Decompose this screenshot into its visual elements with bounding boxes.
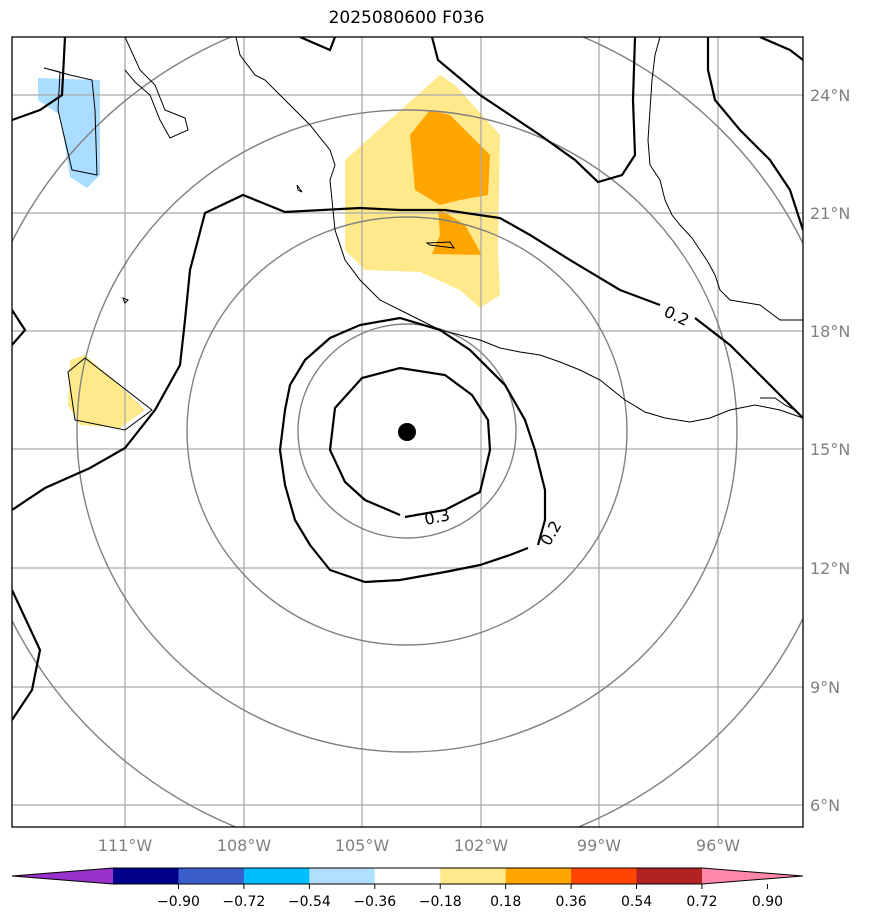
storm-center-marker xyxy=(398,423,416,441)
map-title: 2025080600 F036 xyxy=(328,8,485,28)
colorbar-outline xyxy=(11,867,804,885)
colorbar-tick-label: −0.54 xyxy=(288,894,331,910)
colorbar-tick-label: 0.54 xyxy=(621,894,652,910)
lon-label-99w: 99°W xyxy=(577,836,621,855)
colorbar: −0.90 −0.72 −0.54 −0.36 −0.18 0.18 0.36 0.54 0.7… xyxy=(11,867,804,910)
colorbar-tick-label: −0.36 xyxy=(353,894,396,910)
orange-region xyxy=(410,110,490,205)
shaded-field-layer xyxy=(38,75,500,428)
range-rings xyxy=(12,37,803,827)
colorbar-ticks: −0.90 −0.72 −0.54 −0.36 −0.18 0.18 0.36 0.54 0.7… xyxy=(157,884,783,910)
coastlines xyxy=(43,37,803,431)
colorbar-segment xyxy=(505,868,572,884)
colorbar-extend-high xyxy=(702,868,803,884)
light-yellow-region-west xyxy=(68,355,145,428)
light-blue-region xyxy=(38,78,100,188)
colorbar-tick-label: 0.90 xyxy=(752,894,783,910)
map-frame-border xyxy=(11,36,804,828)
lat-label-15n: 15°N xyxy=(810,440,850,459)
colorbar-tick-label: −0.72 xyxy=(222,894,265,910)
colorbar-segment xyxy=(309,868,376,884)
lon-label-102w: 102°W xyxy=(454,836,509,855)
colorbar-extend-low xyxy=(12,868,113,884)
colorbar-segment xyxy=(571,868,638,884)
lat-label-18n: 18°N xyxy=(810,322,850,341)
lat-label-6n: 6°N xyxy=(810,796,840,815)
colorbar-tick-label: −0.18 xyxy=(419,894,462,910)
lon-label-111w: 111°W xyxy=(98,836,153,855)
contour-lines xyxy=(12,37,803,721)
contour-label-inner: 0.3 xyxy=(423,505,452,529)
colorbar-tick-label: 0.36 xyxy=(556,894,587,910)
colorbar-segment xyxy=(243,868,310,884)
colorbar-segments xyxy=(11,867,804,885)
colorbar-segment xyxy=(178,868,245,884)
latitude-labels: 24°N 21°N 18°N 15°N 12°N 9°N 6°N xyxy=(810,86,850,815)
lat-label-21n: 21°N xyxy=(810,204,850,223)
longitude-labels: 111°W 108°W 105°W 102°W 99°W 96°W xyxy=(98,836,740,855)
colorbar-segment xyxy=(374,868,441,884)
colorbar-segment xyxy=(636,868,703,884)
colorbar-tick-label: 0.72 xyxy=(686,894,717,910)
lon-label-105w: 105°W xyxy=(335,836,390,855)
map-panel: 0.2 0.3 0.2 24°N 21°N 18°N 15°N 12°N 9°N… xyxy=(11,36,850,855)
lon-label-108w: 108°W xyxy=(217,836,272,855)
colorbar-tick-label: −0.90 xyxy=(157,894,200,910)
lon-label-96w: 96°W xyxy=(696,836,740,855)
lat-label-12n: 12°N xyxy=(810,559,850,578)
colorbar-segment xyxy=(113,868,179,884)
colorbar-segment xyxy=(440,868,507,884)
lat-label-9n: 9°N xyxy=(810,678,840,697)
lat-label-24n: 24°N xyxy=(810,86,850,105)
colorbar-tick-label: 0.18 xyxy=(490,894,521,910)
